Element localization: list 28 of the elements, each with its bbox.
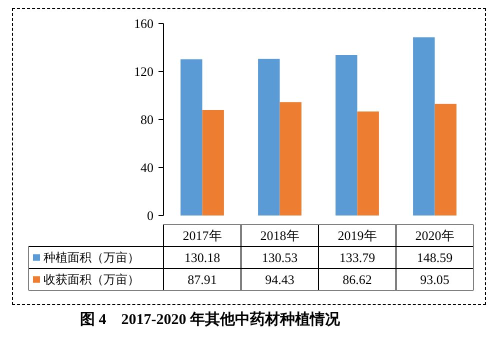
x-tick-label: 2020年 xyxy=(415,228,454,243)
bar xyxy=(180,59,202,216)
x-tick-label: 2019年 xyxy=(338,228,377,243)
data-label: 130.18 xyxy=(184,250,220,265)
bar xyxy=(258,58,280,216)
y-tick-label: 120 xyxy=(134,64,154,79)
bar xyxy=(413,37,435,216)
data-label: 94.43 xyxy=(265,272,294,287)
data-label: 93.05 xyxy=(420,272,450,287)
y-tick-label: 160 xyxy=(134,16,154,31)
bar xyxy=(280,102,302,216)
y-tick-label: 80 xyxy=(140,112,154,127)
y-tick-label: 0 xyxy=(147,208,154,223)
data-label: 130.53 xyxy=(262,250,298,265)
bar xyxy=(336,54,358,216)
bar xyxy=(434,104,456,216)
y-tick-label: 40 xyxy=(140,160,154,175)
data-label: 133.79 xyxy=(339,250,376,265)
x-tick-label: 2017年 xyxy=(182,228,222,243)
legend-label: 种植面积（万亩） xyxy=(44,250,140,264)
data-label: 148.59 xyxy=(416,250,453,265)
bar xyxy=(357,112,379,216)
legend-label: 收获面积（万亩） xyxy=(44,272,140,286)
x-tick-label: 2018年 xyxy=(260,228,300,243)
data-label: 86.62 xyxy=(342,272,372,287)
data-label: 87.91 xyxy=(188,272,217,287)
bar xyxy=(202,110,224,216)
text: 图 4 2017-2020 年其他中药材种植情况 xyxy=(80,310,340,330)
